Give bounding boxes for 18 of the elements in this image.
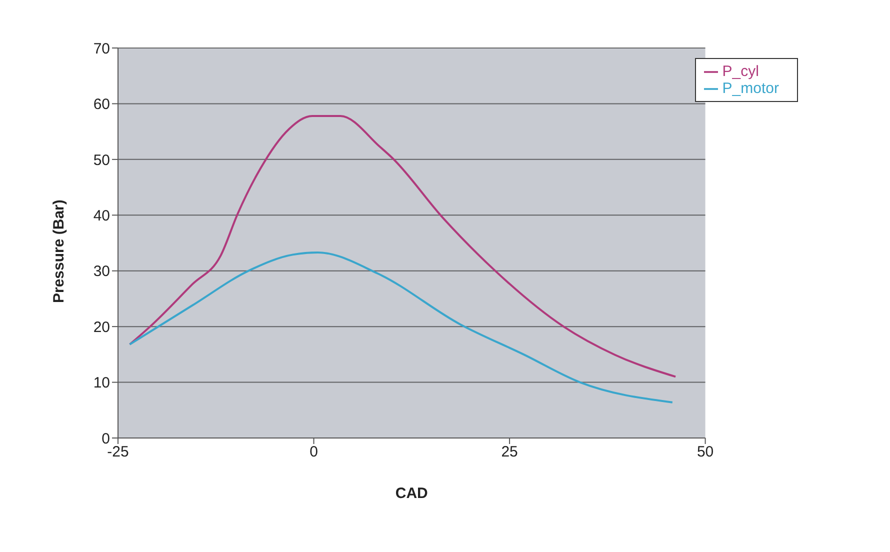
line-series [128,251,674,404]
y-tick-label: 30 [93,263,110,280]
y-tick-label: 10 [93,374,110,392]
x-axis-title: CAD [395,485,428,502]
y-tick-label: 0 [102,430,110,448]
x-tick-label: 50 [696,444,714,461]
y-tick-label: 20 [93,318,110,336]
x-tick-label: 25 [501,444,518,461]
y-axis-title: Pressure (Bar) [50,200,68,303]
x-tick-label: 0 [310,444,318,461]
y-tick-label: 40 [93,207,110,224]
line-series [128,114,677,378]
legend-label: P_cyl [722,63,759,80]
y-tick-label: 60 [93,96,110,114]
legend-label: P_motor [722,80,779,97]
x-tick-label: -25 [107,444,129,461]
y-tick-label: 70 [93,40,110,58]
y-tick-label: 50 [93,152,110,169]
